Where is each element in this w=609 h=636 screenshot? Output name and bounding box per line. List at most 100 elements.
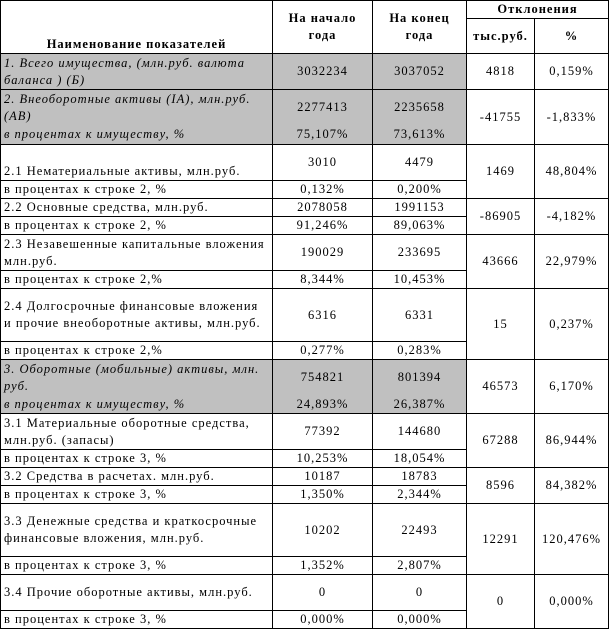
cell-devpct: 0,159%: [534, 53, 609, 90]
row-label: 2.2 Основные средства, млн.руб.: [0, 198, 273, 217]
cell-start: 0: [272, 574, 373, 611]
header-thous: тыс.руб.: [466, 18, 535, 54]
cell-end: 801394: [372, 359, 467, 396]
cell-dev: 1469: [466, 144, 535, 199]
cell-start: 10187: [272, 467, 373, 486]
cell-dev: 43666: [466, 234, 535, 289]
cell-end-pct: 10,453%: [372, 270, 467, 289]
table-row: 2.2 Основные средства, млн.руб. 2078058 …: [0, 198, 609, 235]
cell-start-pct: 0,277%: [272, 341, 373, 360]
cell-dev: 4818: [466, 53, 535, 90]
cell-start-pct: 91,246%: [272, 216, 373, 235]
table-row: в процентах к имуществу, % 24,893% 26,38…: [0, 395, 609, 414]
cell-end-pct: 26,387%: [372, 395, 467, 414]
row-sublabel: в процентах к строке 2,%: [0, 270, 273, 289]
cell-devpct: 6,170%: [534, 359, 609, 414]
cell-devpct: 48,804%: [534, 144, 609, 199]
cell-start: 190029: [272, 234, 373, 271]
cell-end-pct: 73,613%: [372, 125, 467, 145]
cell-dev: -41755: [466, 89, 535, 145]
cell-start-pct: 24,893%: [272, 395, 373, 414]
cell-dev: 46573: [466, 359, 535, 414]
cell-start: 10202: [272, 503, 373, 557]
table-row: 3.3 Денежные средства и краткосрочные фи…: [0, 503, 609, 575]
cell-end-pct: 2,344%: [372, 485, 467, 504]
row-label: 3. Оборотные (мобильные) активы, млн. ру…: [0, 359, 273, 396]
row-label: 3.3 Денежные средства и краткосрочные фи…: [0, 503, 273, 557]
cell-start-pct: 1,352%: [272, 556, 373, 575]
table-row: 2.3 Незавешенные капитальные вложения мл…: [0, 234, 609, 289]
cell-start: 3032234: [272, 53, 373, 90]
table-row: 2. Внеоборотные активы (IA), млн.руб.(AB…: [0, 89, 609, 145]
cell-devpct: 0,000%: [534, 574, 609, 629]
cell-start-pct: 0,000%: [272, 610, 373, 629]
cell-end: 3037052: [372, 53, 467, 90]
cell-devpct: 0,237%: [534, 288, 609, 360]
table-row: 3.1 Материальные оборотные средства, млн…: [0, 413, 609, 468]
cell-start: 6316: [272, 288, 373, 342]
cell-start-pct: 10,253%: [272, 449, 373, 468]
header-deviations: Отклонения: [466, 0, 609, 20]
cell-devpct: 84,382%: [534, 467, 609, 504]
cell-end: 22493: [372, 503, 467, 557]
row-label: 3.2 Средства в расчетах. млн.руб.: [0, 467, 273, 486]
row-label: 2. Внеоборотные активы (IA), млн.руб.(AB…: [0, 89, 273, 126]
cell-start-pct: 1,350%: [272, 485, 373, 504]
cell-end-pct: 2,807%: [372, 556, 467, 575]
cell-end: 144680: [372, 413, 467, 450]
cell-end: 233695: [372, 234, 467, 271]
row-label: 2.4 Долгосрочные финансовые вложения и п…: [0, 288, 273, 342]
cell-start: 2078058: [272, 198, 373, 217]
cell-end-pct: 18,054%: [372, 449, 467, 468]
row-label: 3.4 Прочие оборотные активы, млн.руб.: [0, 574, 273, 611]
row-sublabel: в процентах к строке 2,%: [0, 341, 273, 360]
cell-start: 3010: [272, 144, 373, 181]
row-label: 1. Всего имущества, (млн.руб. валюта бал…: [0, 53, 273, 90]
cell-dev: 8596: [466, 467, 535, 504]
table-row: в процентах к строке 2, % 91,246% 89,063…: [0, 216, 609, 235]
header-end: На конец года: [372, 0, 467, 54]
cell-end-pct: 0,283%: [372, 341, 467, 360]
row-label: 2.3 Незавешенные капитальные вложения мл…: [0, 234, 273, 271]
row-sublabel: в процентах к строке 2, %: [0, 216, 273, 235]
cell-devpct: 22,979%: [534, 234, 609, 289]
table-row: в процентах к строке 3, % 1,350% 2,344%: [0, 485, 609, 504]
table-row: 3.4 Прочие оборотные активы, млн.руб. 0 …: [0, 574, 609, 629]
row-label: 2.1 Нематериальные активы, млн.руб.: [0, 144, 273, 181]
table-row: в процентах к строке 2, % 0,132% 0,200%: [0, 180, 609, 199]
cell-end: 1991153: [372, 198, 467, 217]
cell-end-pct: 0,000%: [372, 610, 467, 629]
row-sublabel: в процентах к имуществу, %: [0, 125, 273, 145]
cell-devpct: -1,833%: [534, 89, 609, 145]
table-row: 2.1 Нематериальные активы, млн.руб. 3010…: [0, 144, 609, 199]
cell-start: 754821: [272, 359, 373, 396]
cell-end: 0: [372, 574, 467, 611]
cell-start: 77392: [272, 413, 373, 450]
row-sublabel: в процентах к строке 3, %: [0, 449, 273, 468]
table-row: в процентах к строке 3, % 1,352% 2,807%: [0, 556, 609, 575]
cell-dev: 12291: [466, 503, 535, 575]
table-row: в процентах к строке 3, % 0,000% 0,000%: [0, 610, 609, 629]
row-sublabel: в процентах к имуществу, %: [0, 395, 273, 414]
cell-dev: -86905: [466, 198, 535, 235]
row-sublabel: в процентах к строке 3, %: [0, 610, 273, 629]
cell-start-pct: 8,344%: [272, 270, 373, 289]
table-row: 2.4 Долгосрочные финансовые вложения и п…: [0, 288, 609, 360]
cell-dev: 67288: [466, 413, 535, 468]
table-row: 3.2 Средства в расчетах. млн.руб. 10187 …: [0, 467, 609, 504]
cell-devpct: 86,944%: [534, 413, 609, 468]
cell-end: 6331: [372, 288, 467, 342]
cell-end-pct: 89,063%: [372, 216, 467, 235]
table-row: в процентах к имуществу, % 75,107% 73,61…: [0, 125, 609, 145]
row-sublabel: в процентах к строке 3, %: [0, 556, 273, 575]
cell-end: 4479: [372, 144, 467, 181]
table-row: 3. Оборотные (мобильные) активы, млн. ру…: [0, 359, 609, 414]
cell-dev: 0: [466, 574, 535, 629]
table-row: 1. Всего имущества, (млн.руб. валюта бал…: [0, 53, 609, 90]
row-sublabel: в процентах к строке 3, %: [0, 485, 273, 504]
header-pct: %: [534, 18, 609, 54]
cell-end: 18783: [372, 467, 467, 486]
cell-devpct: -4,182%: [534, 198, 609, 235]
cell-start-pct: 75,107%: [272, 125, 373, 145]
